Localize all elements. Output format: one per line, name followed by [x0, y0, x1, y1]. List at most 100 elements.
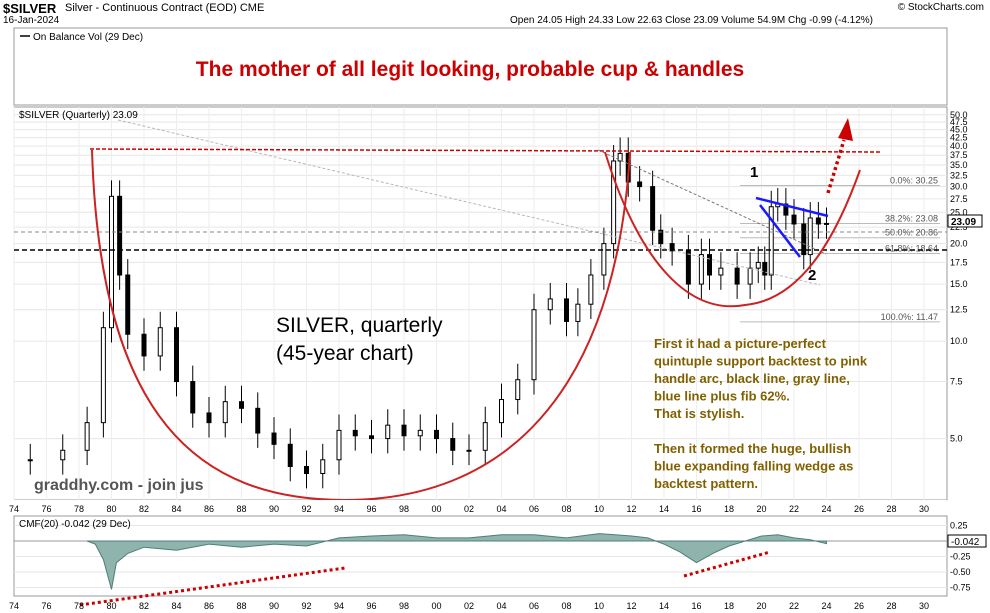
- price-bar: [611, 160, 617, 245]
- note-block: First it had a picture-perfect quintuple …: [654, 336, 868, 491]
- cmf-tick-label: -0.50: [950, 567, 971, 577]
- x-tick-label: 06: [529, 601, 539, 611]
- price-bar: [190, 381, 196, 414]
- y-tick-label: 20.0: [950, 239, 968, 249]
- chart-date: 16-Jan-2024: [3, 15, 60, 26]
- price-bar: [547, 298, 553, 311]
- price-bar: [206, 412, 212, 424]
- price-bar: [575, 303, 581, 322]
- x-tick-label: 10: [594, 601, 604, 611]
- price-bar: [807, 217, 813, 256]
- x-tick-label: 92: [301, 601, 311, 611]
- headline: The mother of all legit looking, probabl…: [196, 58, 744, 81]
- marker-2: 2: [808, 267, 816, 284]
- price-bar: [650, 186, 656, 231]
- cmf-trendline-1: [79, 566, 346, 607]
- cmf-area: [86, 533, 827, 590]
- price-bar: [352, 429, 358, 437]
- price-bar: [125, 274, 131, 335]
- projection-arrow-head: [838, 118, 853, 141]
- x-axis-top: 74 76 78 80 82 84 86 88 90 92 94 96 98 00 02 04 06 08 10 12…: [9, 504, 929, 514]
- price-bar: [601, 243, 607, 276]
- x-tick-label: 82: [139, 504, 149, 514]
- gray-trendline-long: [117, 119, 821, 286]
- cmf-tick-label: -0.75: [950, 583, 971, 593]
- y-tick-label: 15.0: [950, 279, 968, 289]
- x-tick-label: 16: [691, 504, 701, 514]
- fib-label: 0.0%: 30.25: [890, 175, 938, 185]
- x-tick-label: 10: [594, 504, 604, 514]
- x-tick-label: 90: [269, 601, 279, 611]
- price-bar: [255, 407, 261, 434]
- x-tick-label: 28: [886, 601, 896, 611]
- price-bar: [466, 449, 472, 452]
- price-bar: [734, 267, 740, 285]
- price-bar: [768, 206, 774, 276]
- y-tick-label: 47.5: [950, 117, 968, 127]
- last-price-value: 23.09: [951, 217, 976, 228]
- price-bar: [369, 435, 374, 440]
- x-tick-label: 78: [74, 504, 84, 514]
- note-line: backtest pattern.: [654, 476, 758, 491]
- price-bar: [531, 309, 537, 381]
- x-tick-label: 76: [41, 601, 51, 611]
- wedge-lower-line: [759, 204, 801, 258]
- price-bar: [100, 327, 106, 424]
- price-bar: [791, 214, 797, 225]
- x-tick-label: 12: [626, 504, 636, 514]
- x-tick-label: 08: [561, 504, 571, 514]
- fib-label: 50.0%: 20.86: [885, 228, 938, 238]
- price-bar: [669, 243, 675, 252]
- x-tick-label: 28: [886, 504, 896, 514]
- price-bar: [141, 333, 147, 357]
- price-bar: [271, 432, 277, 445]
- x-tick-label: 14: [659, 504, 669, 514]
- price-bar: [707, 254, 712, 276]
- x-axis-bottom: 74 76 78 80 82 84 86 88 90 92 94 96 98 00 02 04 06 08 10 12…: [9, 601, 929, 611]
- fib-label: 61.8%: 18.64: [885, 244, 938, 254]
- y-tick-label: 35.0: [950, 160, 968, 170]
- x-tick-label: 04: [496, 601, 506, 611]
- price-bar: [617, 152, 623, 162]
- x-tick-label: 74: [9, 504, 19, 514]
- main-panel: [13, 106, 948, 501]
- price-bar: [304, 465, 309, 475]
- last-price-box: [947, 214, 983, 228]
- x-tick-label: 18: [724, 504, 734, 514]
- y-tick-label: 5.0: [950, 434, 963, 444]
- x-tick-label: 94: [334, 504, 344, 514]
- price-bar: [499, 399, 504, 424]
- chart-symbol: $SILVER: [3, 1, 57, 16]
- price-bar: [718, 267, 724, 276]
- y-tick-label: 25.0: [950, 207, 968, 217]
- y-tick-label: 45.0: [950, 125, 968, 135]
- brand-label: © StockCharts.com: [897, 2, 984, 13]
- y-tick-label: 10.0: [950, 336, 968, 346]
- y-tick-label: 40.0: [950, 141, 968, 151]
- x-tick-label: 08: [561, 601, 571, 611]
- x-tick-label: 00: [431, 504, 441, 514]
- price-bar: [320, 459, 326, 475]
- cmf-last-box: [947, 534, 987, 548]
- cmf-tick-label: -0.25: [950, 552, 971, 562]
- price-bar: [698, 254, 704, 285]
- obv-label: On Balance Vol (29 Dec): [33, 32, 143, 43]
- price-bar: [239, 401, 244, 409]
- x-tick-label: 92: [301, 504, 311, 514]
- x-tick-label: 12: [626, 601, 636, 611]
- price-bar: [515, 379, 521, 401]
- x-tick-label: 02: [464, 504, 474, 514]
- note-line: blue expanding falling wedge as: [654, 459, 853, 474]
- price-bar: [564, 298, 569, 322]
- cmf-y-axis: 0.250.00-0.25-0.50-0.75: [950, 521, 971, 593]
- x-tick-label: 96: [366, 601, 376, 611]
- x-tick-label: 26: [854, 601, 864, 611]
- price-bar: [450, 438, 456, 451]
- ohlc-readout: Open 24.05 High 24.33 Low 22.63 Close 23…: [510, 15, 874, 26]
- x-tick-label: 82: [139, 601, 149, 611]
- note-line: Then it formed the huge, bullish: [654, 441, 851, 456]
- x-tick-label: 76: [41, 504, 51, 514]
- y-tick-label: 50.0: [950, 110, 968, 120]
- price-bar: [174, 327, 179, 383]
- fib-label: 100.0%: 11.47: [881, 312, 938, 322]
